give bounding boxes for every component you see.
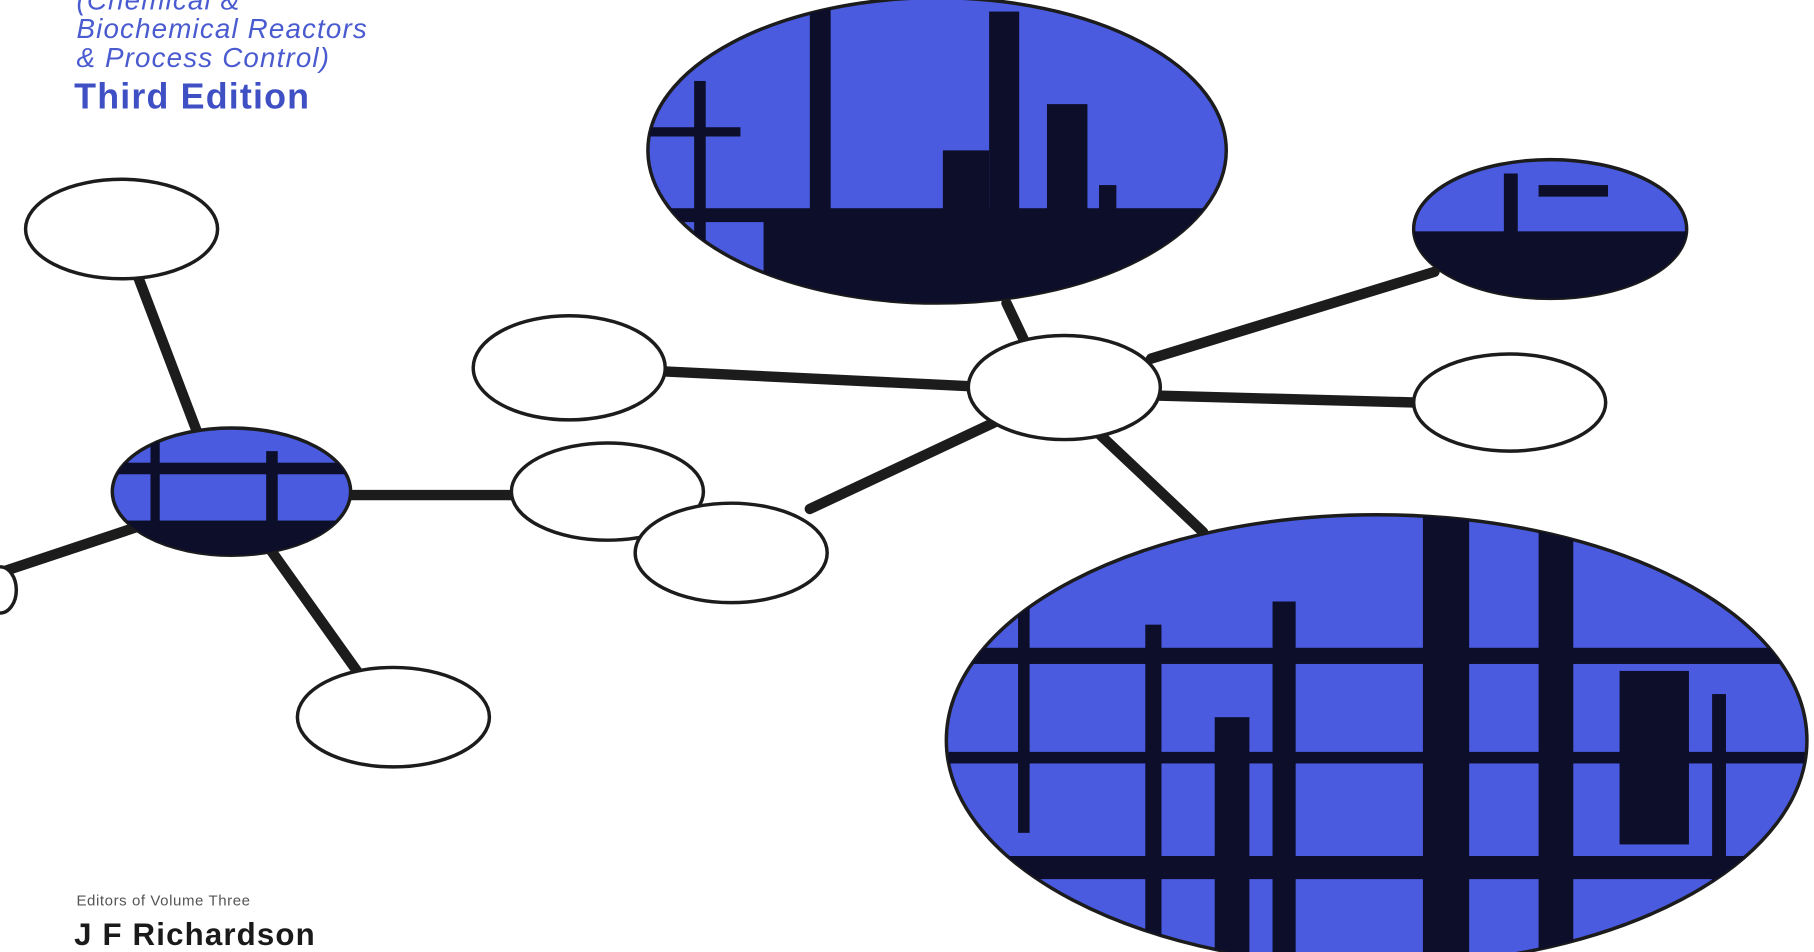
page: {"cover": {"subtitle_lines": ["(Chemical… [0, 0, 1814, 952]
book-cover: (Chemical & Biochemical Reactors & Proce… [0, 0, 1814, 952]
photo-nodes [112, 0, 1807, 952]
edition: Third Edition [74, 77, 310, 117]
editor-name: J F Richardson [74, 917, 316, 952]
subtitle-line: & Process Control) [76, 42, 330, 73]
editors-label: Editors of Volume Three [76, 893, 250, 910]
title-block: (Chemical & Biochemical Reactors & Proce… [74, 0, 368, 117]
editors-block: Editors of Volume Three J F Richardson [74, 893, 316, 952]
subtitle-line: Biochemical Reactors [76, 13, 368, 44]
